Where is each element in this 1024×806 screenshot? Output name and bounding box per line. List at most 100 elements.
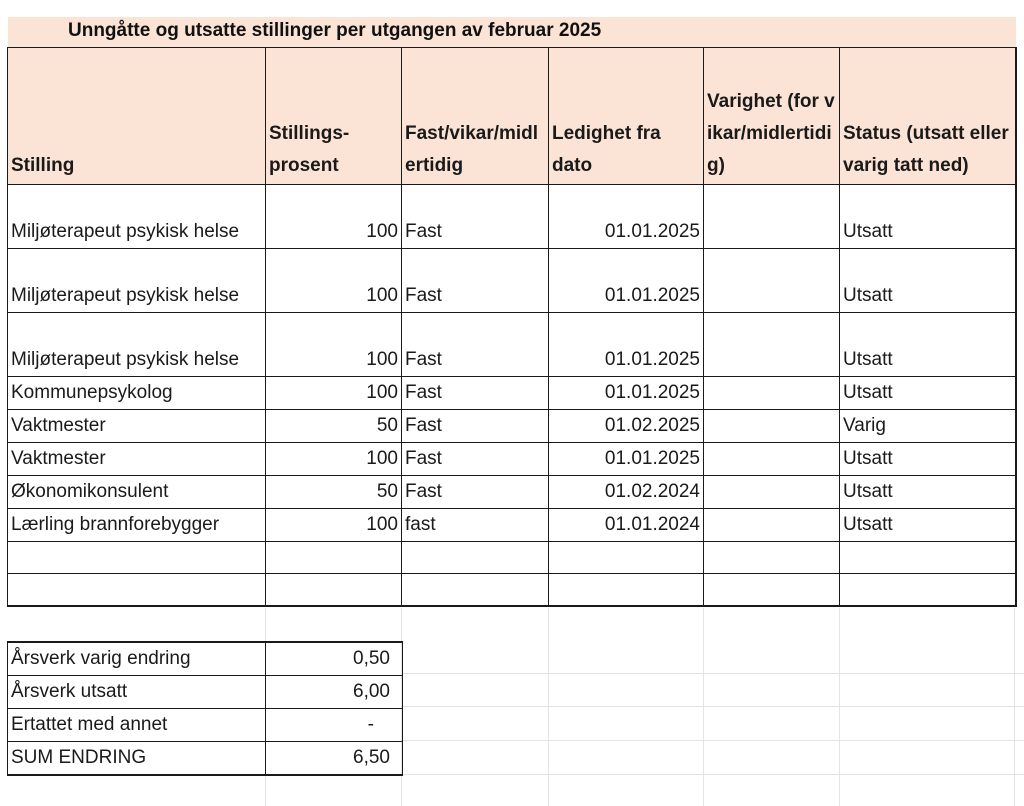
gridline — [402, 774, 1024, 775]
gridline — [703, 608, 704, 806]
summary-value[interactable]: 6,00 — [265, 675, 403, 709]
summary-row: Ertattet med annet - — [7, 708, 403, 742]
cell-dato[interactable]: 01.01.2024 — [548, 508, 704, 542]
cell-prosent[interactable]: 50 — [265, 475, 402, 509]
cell-varighet[interactable] — [703, 376, 840, 410]
cell-status[interactable]: Varig — [839, 409, 1016, 443]
cell-type[interactable]: Fast — [401, 312, 549, 377]
cell-varighet[interactable] — [703, 573, 840, 607]
cell-stilling[interactable]: Lærling brannforebygger — [7, 508, 266, 542]
cell-dato[interactable]: 01.01.2025 — [548, 248, 704, 313]
gridline — [1014, 608, 1015, 806]
summary-label[interactable]: SUM ENDRING — [7, 741, 266, 776]
cell-stilling[interactable]: Økonomikonsulent — [7, 475, 266, 509]
summary-row: Årsverk varig endring 0,50 — [7, 641, 403, 676]
cell-prosent[interactable]: 100 — [265, 248, 402, 313]
cell-status[interactable]: Utsatt — [839, 312, 1016, 377]
cell-status[interactable]: Utsatt — [839, 184, 1016, 249]
cell-stilling[interactable]: Miljøterapeut psykisk helse — [7, 312, 266, 377]
cell-type[interactable] — [401, 573, 549, 607]
cell-dato[interactable] — [548, 541, 704, 574]
header-ledighet-fra-dato[interactable]: Ledighet fra dato — [548, 47, 704, 185]
header-status[interactable]: Status (utsatt eller varig tatt ned) — [839, 47, 1016, 185]
cell-status[interactable]: Utsatt — [839, 376, 1016, 410]
cell-status[interactable]: Utsatt — [839, 442, 1016, 476]
cell-varighet[interactable] — [703, 541, 840, 574]
cell-prosent[interactable]: 100 — [265, 442, 402, 476]
gridline — [548, 608, 549, 806]
cell-dato[interactable] — [548, 573, 704, 607]
table-row: Vaktmester 50 Fast 01.02.2025 Varig — [7, 409, 1016, 443]
summary-value[interactable]: 0,50 — [265, 641, 403, 676]
cell-stilling[interactable]: Vaktmester — [7, 409, 266, 443]
header-varighet[interactable]: Varighet (for vikar/midlertidig) — [703, 47, 840, 185]
cell-varighet[interactable] — [703, 475, 840, 509]
cell-dato[interactable]: 01.02.2025 — [548, 409, 704, 443]
cell-dato[interactable]: 01.01.2025 — [548, 376, 704, 410]
cell-prosent[interactable] — [265, 541, 402, 574]
cell-stilling[interactable] — [7, 541, 266, 574]
cell-dato[interactable]: 01.01.2025 — [548, 184, 704, 249]
cell-dato[interactable]: 01.01.2025 — [548, 442, 704, 476]
cell-type[interactable]: Fast — [401, 376, 549, 410]
cell-prosent[interactable]: 100 — [265, 184, 402, 249]
cell-status[interactable]: Utsatt — [839, 248, 1016, 313]
cell-dato[interactable]: 01.01.2025 — [548, 312, 704, 377]
cell-stilling[interactable]: Vaktmester — [7, 442, 266, 476]
summary-value[interactable]: 6,50 — [265, 741, 403, 776]
cell-stilling[interactable] — [7, 573, 266, 607]
cell-prosent[interactable]: 100 — [265, 312, 402, 377]
header-stilling[interactable]: Stilling — [7, 47, 266, 185]
cell-stilling[interactable]: Miljøterapeut psykisk helse — [7, 248, 266, 313]
positions-table: Stilling Stillings-prosent Fast/vikar/mi… — [7, 47, 1017, 607]
cell-type[interactable]: Fast — [401, 409, 549, 443]
table-row: Miljøterapeut psykisk helse 100 Fast 01.… — [7, 184, 1016, 249]
cell-prosent[interactable] — [265, 573, 402, 607]
cell-stilling[interactable]: Miljøterapeut psykisk helse — [7, 184, 266, 249]
summary-table: Årsverk varig endring 0,50 Årsverk utsat… — [7, 641, 403, 776]
summary-label[interactable]: Årsverk utsatt — [7, 675, 266, 709]
header-stillingsprosent[interactable]: Stillings-prosent — [265, 47, 402, 185]
header-fast-vikar[interactable]: Fast/vikar/midlertidig — [401, 47, 549, 185]
cell-varighet[interactable] — [703, 508, 840, 542]
cell-status[interactable] — [839, 573, 1016, 607]
header-row: Stilling Stillings-prosent Fast/vikar/mi… — [7, 47, 1016, 185]
cell-type[interactable]: Fast — [401, 248, 549, 313]
page-title[interactable]: Unngåtte og utsatte stillinger per utgan… — [68, 20, 602, 41]
cell-prosent[interactable]: 50 — [265, 409, 402, 443]
title-band — [8, 17, 1016, 47]
table-row: Kommunepsykolog 100 Fast 01.01.2025 Utsa… — [7, 376, 1016, 410]
cell-type[interactable]: Fast — [401, 442, 549, 476]
cell-dato[interactable]: 01.02.2024 — [548, 475, 704, 509]
summary-label[interactable]: Årsverk varig endring — [7, 641, 266, 676]
table-row: Økonomikonsulent 50 Fast 01.02.2024 Utsa… — [7, 475, 1016, 509]
cell-status[interactable] — [839, 541, 1016, 574]
cell-varighet[interactable] — [703, 248, 840, 313]
cell-prosent[interactable]: 100 — [265, 376, 402, 410]
cell-prosent[interactable]: 100 — [265, 508, 402, 542]
cell-varighet[interactable] — [703, 442, 840, 476]
cell-varighet[interactable] — [703, 312, 840, 377]
cell-status[interactable]: Utsatt — [839, 475, 1016, 509]
table-row: Vaktmester 100 Fast 01.01.2025 Utsatt — [7, 442, 1016, 476]
summary-value[interactable]: - — [265, 708, 403, 742]
table-row: Miljøterapeut psykisk helse 100 Fast 01.… — [7, 248, 1016, 313]
cell-type[interactable]: Fast — [401, 184, 549, 249]
cell-type[interactable]: fast — [401, 508, 549, 542]
cell-type[interactable] — [401, 541, 549, 574]
gridline — [402, 706, 1024, 707]
gridline — [402, 740, 1024, 741]
table-row — [7, 541, 1016, 574]
table-row: Miljøterapeut psykisk helse 100 Fast 01.… — [7, 312, 1016, 377]
summary-label[interactable]: Ertattet med annet — [7, 708, 266, 742]
summary-row: Årsverk utsatt 6,00 — [7, 675, 403, 709]
cell-status[interactable]: Utsatt — [839, 508, 1016, 542]
cell-varighet[interactable] — [703, 184, 840, 249]
cell-type[interactable]: Fast — [401, 475, 549, 509]
gridline — [839, 608, 840, 806]
cell-varighet[interactable] — [703, 409, 840, 443]
table-row — [7, 573, 1016, 607]
summary-row: SUM ENDRING 6,50 — [7, 741, 403, 776]
cell-stilling[interactable]: Kommunepsykolog — [7, 376, 266, 410]
